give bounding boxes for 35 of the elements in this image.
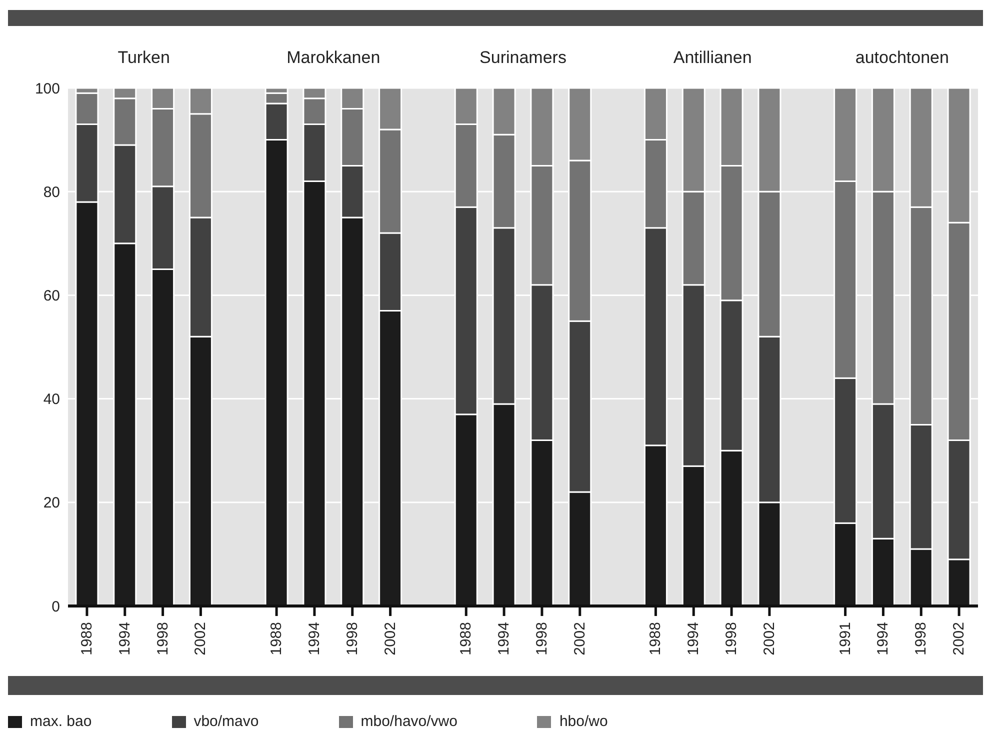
x-tick-label: 1988 [78,622,96,656]
legend-label: mbo/havo/vwo [360,713,458,730]
x-tick-label: 2002 [760,622,778,656]
text: Turken [118,48,170,68]
y-tick-label: 100 [34,80,60,98]
y-tick-label: 20 [43,494,60,512]
x-tick-label: 1988 [268,622,286,656]
y-tick-label: 40 [43,391,60,408]
x-tick-label: 1994 [306,622,323,656]
y-tick-label: 0 [52,598,60,616]
x-tick-label: 1998 [533,622,550,656]
x-tick-label: 1994 [874,622,892,656]
text: autochtonen [855,48,949,68]
x-tick-label: 1998 [344,622,361,656]
x-tick-label: 2002 [950,622,968,656]
text: Surinamers [480,48,566,68]
x-tick-label: 2002 [382,622,399,656]
legend-label: max. bao [30,713,92,730]
x-tick-label: 1998 [723,622,740,656]
y-tick-label: 80 [43,184,60,201]
x-tick-label: 1994 [685,622,702,656]
legend-label: vbo/mavo [194,713,259,730]
x-tick-label: 1994 [116,622,134,656]
x-tick-label: 2002 [192,622,210,656]
x-tick-label: 1991 [836,622,854,656]
x-tick-label: 1998 [912,622,930,656]
x-tick-label: 1994 [496,622,513,656]
text: Antillianen [673,48,752,68]
text: Marokkanen [286,48,380,68]
legend-label: hbo/wo [559,713,608,730]
x-tick-label: 2002 [571,622,588,656]
x-tick-label: 1988 [647,622,664,656]
x-tick-label: 1998 [154,622,172,656]
y-tick-label: 60 [43,288,60,305]
x-tick-label: 1988 [458,622,475,656]
